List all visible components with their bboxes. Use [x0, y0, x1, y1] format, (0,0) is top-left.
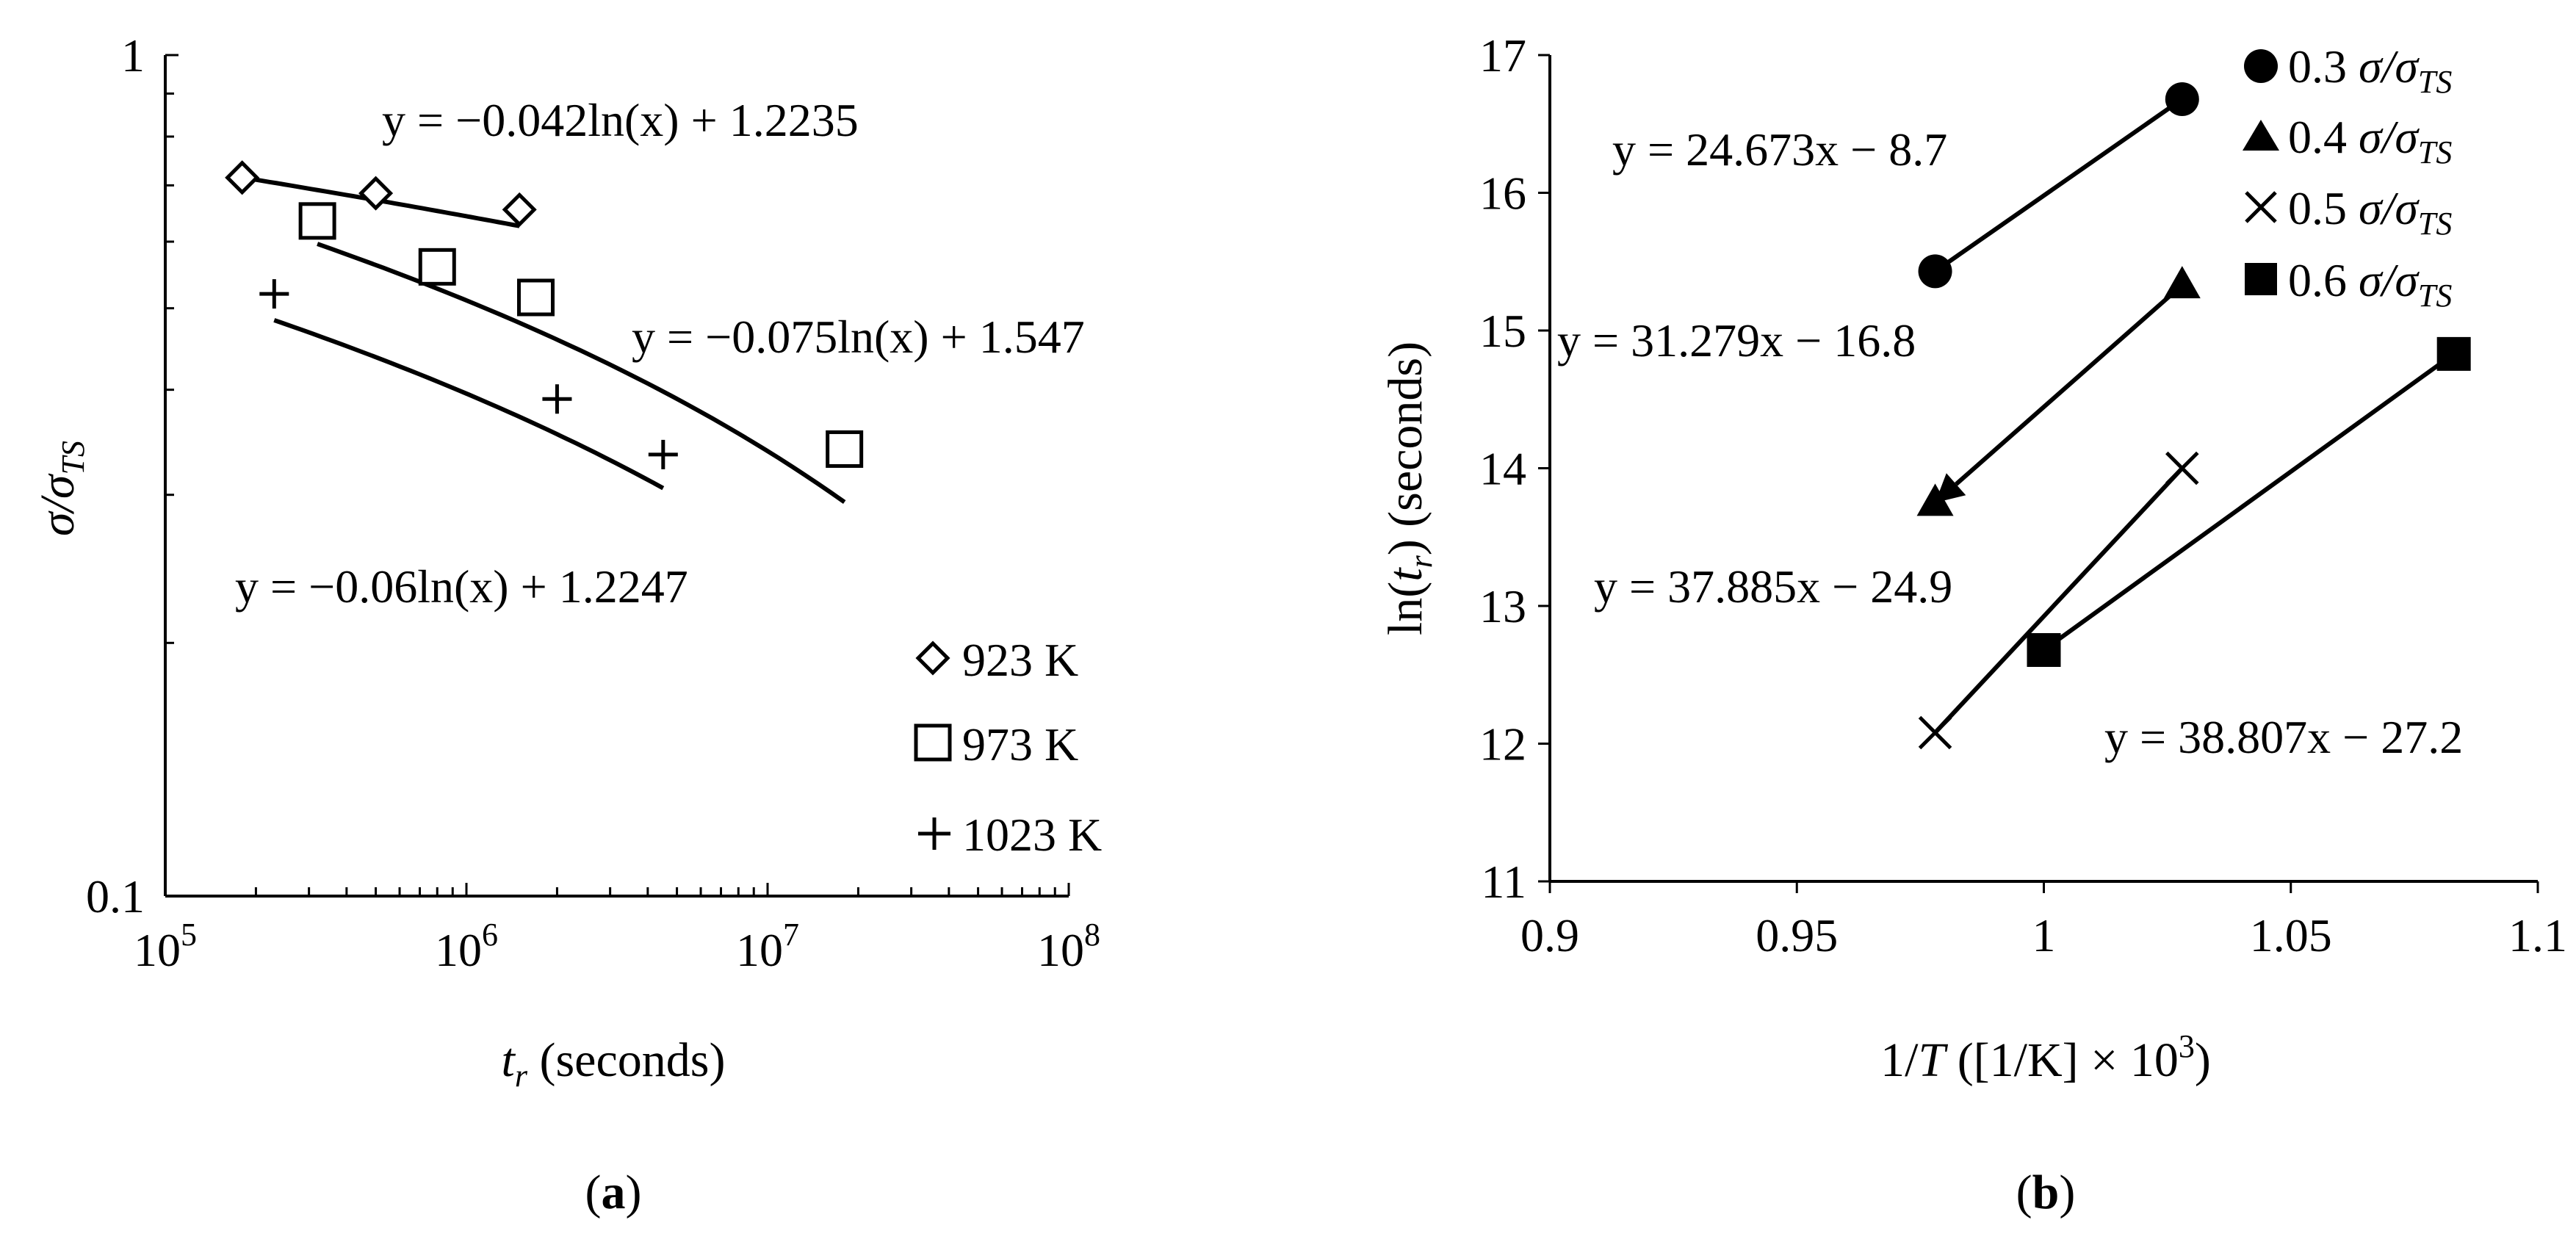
panel-a-point-973k — [826, 430, 864, 468]
panel-a-point-973k — [298, 202, 336, 240]
panel-a-point-973k — [516, 278, 555, 317]
panel-b-point-05 — [1918, 715, 1952, 750]
panel-b-y-tick-label: 14 — [1479, 443, 1526, 495]
panel-b-legend-item-04: 0.4 σ/σTS — [2243, 111, 2452, 170]
panel-a-y-tick-label: 0.1 — [86, 870, 145, 923]
panel-a-x-tick-label: 105 — [134, 917, 197, 976]
panel-b-y-tick-label: 11 — [1481, 856, 1526, 908]
panel-b-point-05 — [2165, 451, 2199, 485]
panel-b-legend-item-03: 0.3 σ/σTS — [2244, 40, 2452, 100]
panel-a-x-axis-title: tr (seconds) — [502, 1033, 726, 1094]
panel-a-legend-item-923k: 923 K — [915, 634, 1078, 686]
panel-b-legend-label-05: 0.5 σ/σTS — [2288, 182, 2452, 242]
panel-b-equation-03: y = 24.673x − 8.7 — [1612, 123, 1947, 176]
panel-a-point-923k — [225, 160, 260, 195]
panel-a-legend-label-1023k: 1023 K — [962, 809, 1102, 861]
panel-a-x-tick-label: 108 — [1037, 917, 1100, 976]
panel-b-x-tick-label: 1.1 — [2508, 909, 2567, 961]
panel-a-point-923k — [358, 176, 394, 211]
panel-b-legend-item-06: 0.6 σ/σTS — [2245, 254, 2452, 314]
panel-a-fit-line-1023k — [273, 318, 665, 491]
panel-a-data-markers — [225, 160, 864, 469]
panel-b-x-tick-label: 1 — [2032, 909, 2056, 961]
panel-b-y-tick-label: 15 — [1479, 305, 1526, 357]
panel-b-tick-labels: 0.9 0.95 1 1.05 1.1 11 12 13 14 15 16 17 — [1479, 29, 2567, 961]
panel-a-y-axis-title: σ/σTS — [31, 441, 91, 536]
panel-a-x-tick-label: 106 — [435, 917, 498, 976]
panel-b-fit-lines — [1933, 97, 2456, 734]
panel-a-legend-marker-plus — [918, 817, 950, 850]
panel-b-x-axis-title: 1/T ([1/K] × 103) — [1880, 1028, 2211, 1087]
panel-b-fit-line-05 — [1933, 466, 2184, 734]
panel-a-equation-973k: y = −0.075ln(x) + 1.547 — [632, 311, 1085, 363]
panel-b-legend: 0.3 σ/σTS 0.4 σ/σTS 0.5 σ/σTS 0.6 σ/σTS — [2243, 40, 2452, 314]
panel-b-y-tick-label: 17 — [1479, 29, 1526, 82]
panel-b-equation-05: y = 37.885x − 24.9 — [1594, 560, 1952, 613]
panel-b-label: (b) — [2016, 1166, 2076, 1219]
panel-a-point-923k — [502, 192, 537, 227]
panel-b-fit-line-04 — [1955, 283, 2184, 486]
panel-b-point-03 — [2165, 82, 2199, 116]
panel-a-point-973k — [418, 248, 456, 286]
panel-b-point-06 — [2436, 336, 2471, 371]
panel-a-equation-923k: y = −0.042ln(x) + 1.2235 — [382, 94, 859, 146]
panel-b-data-markers — [1916, 82, 2471, 750]
panel-b-y-axis-title: ln(tr) (seconds) — [1379, 342, 1439, 635]
panel-a-label: (a) — [585, 1166, 642, 1219]
panel-a-point-1023k — [648, 439, 678, 469]
panel-b-arrowhead-04 — [1935, 473, 1966, 503]
panel-a-legend-marker-diamond — [915, 640, 950, 676]
panel-a-axes — [164, 54, 1070, 898]
panel-b-y-tick-label: 12 — [1479, 718, 1526, 770]
panel-b-point-06 — [2027, 633, 2061, 667]
panel-a-fit-line-973k — [317, 242, 846, 505]
panel-a-x-tick-label: 107 — [736, 917, 799, 976]
panel-b-y-tick-label: 16 — [1479, 167, 1526, 220]
panel-b-legend-marker-square — [2245, 263, 2277, 295]
panel-a-chart: 105 106 107 108 1 0.1 y = −0.042ln(x) + 1.223… — [31, 29, 1102, 1219]
panel-b-legend-marker-triangle — [2243, 120, 2279, 151]
panel-b-point-04 — [1916, 483, 1954, 516]
panel-b-y-tick-label: 13 — [1479, 580, 1526, 632]
panel-b-point-03 — [1918, 254, 1952, 289]
panel-a-legend-label-923k: 923 K — [962, 634, 1078, 686]
panel-b-legend-marker-x — [2245, 191, 2277, 223]
panel-a-y-tick-label: 1 — [121, 29, 145, 82]
panel-a-legend: 923 K 973 K 1023 K — [914, 634, 1102, 861]
panel-b-chart: 0.9 0.95 1 1.05 1.1 11 12 13 14 15 16 17 y = 24.673… — [1379, 29, 2567, 1219]
panel-b-equation-06: y = 38.807x − 27.2 — [2104, 711, 2463, 763]
panel-a-legend-item-1023k: 1023 K — [918, 809, 1102, 861]
panel-b-x-tick-label: 0.95 — [1756, 909, 1838, 961]
panel-b-axes — [1538, 54, 2539, 893]
panel-b-legend-item-05: 0.5 σ/σTS — [2245, 182, 2452, 242]
panel-a-legend-label-973k: 973 K — [962, 718, 1078, 770]
panel-b-legend-label-03: 0.3 σ/σTS — [2288, 40, 2452, 100]
panel-b-fit-line-06 — [2042, 352, 2456, 652]
panel-a-legend-marker-square — [914, 723, 952, 762]
panel-b-legend-label-06: 0.6 σ/σTS — [2288, 254, 2452, 314]
panel-b-fit-line-03 — [1933, 97, 2184, 273]
panel-b-x-tick-label: 1.05 — [2250, 909, 2332, 961]
panel-b-x-tick-label: 0.9 — [1520, 909, 1579, 961]
panel-b-equation-04: y = 31.279x − 16.8 — [1557, 314, 1916, 367]
panel-a-equation-1023k: y = −0.06ln(x) + 1.2247 — [235, 560, 688, 613]
panel-a-point-1023k — [259, 279, 289, 309]
panel-b-point-04 — [2163, 266, 2201, 299]
panel-a-legend-item-973k: 973 K — [914, 718, 1078, 770]
panel-b-legend-marker-circle — [2244, 49, 2278, 83]
panel-b-legend-label-04: 0.4 σ/σTS — [2288, 111, 2452, 170]
panel-a-tick-labels: 105 106 107 108 1 0.1 — [86, 29, 1100, 976]
panel-a-point-1023k — [542, 384, 572, 414]
